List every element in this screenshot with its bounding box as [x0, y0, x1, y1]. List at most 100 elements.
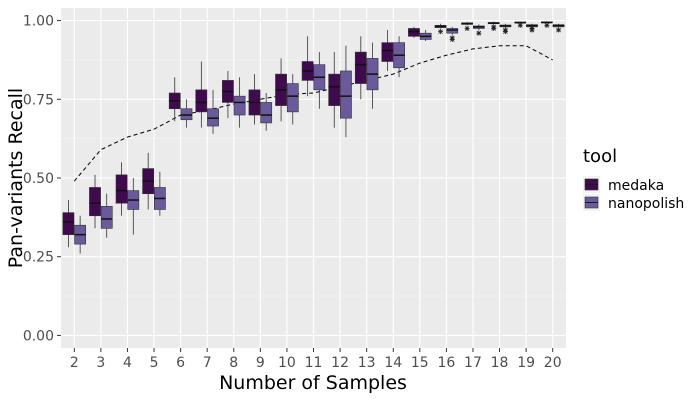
- boxplot-medaka: [301, 36, 314, 97]
- box: [195, 89, 208, 113]
- x-tick-label: 3: [96, 355, 105, 371]
- x-tick-label: 6: [176, 355, 185, 371]
- boxplot-nanopolish: [313, 52, 326, 109]
- outlier: [438, 29, 444, 35]
- boxplot-medaka: [487, 21, 500, 31]
- legend-label-nanopolish: nanopolish: [608, 196, 684, 212]
- boxplot-medaka: [461, 21, 474, 31]
- x-tick-label: 9: [256, 355, 265, 371]
- x-tick-label: 16: [437, 355, 455, 371]
- boxplot-nanopolish: [552, 23, 565, 33]
- y-axis: 0.00 0.25 0.50 0.75 1.00: [23, 14, 61, 344]
- outlier: [491, 24, 497, 30]
- boxplot-medaka: [328, 52, 341, 128]
- boxplot-medaka: [354, 36, 367, 100]
- legend-label-medaka: medaka: [608, 178, 664, 194]
- x-tick-label: 14: [384, 355, 402, 371]
- boxplot-medaka: [275, 58, 287, 122]
- reference-line-group: [73, 45, 553, 182]
- boxplot-nanopolish: [286, 74, 299, 125]
- x-tick-label: 5: [150, 355, 159, 371]
- legend: tool medaka nanopolish: [583, 146, 684, 212]
- x-tick-label: 19: [517, 355, 535, 371]
- y-tick-label: 0.50: [23, 171, 54, 187]
- boxplot-medaka: [168, 77, 181, 122]
- box: [340, 70, 352, 119]
- outlier: [502, 27, 508, 33]
- x-axis: 2 3 4 5 6 7 8 9 10 11 12 13 14 15 16 17 18 19 20: [70, 348, 562, 371]
- outlier: [517, 22, 523, 28]
- boxplot-nanopolish: [233, 77, 246, 128]
- x-tick-label: 12: [331, 355, 349, 371]
- outlier: [464, 25, 470, 31]
- box: [180, 108, 193, 121]
- boxplot-nanopolish: [393, 36, 405, 78]
- x-tick-label: 2: [70, 355, 79, 371]
- boxplot-nanopolish: [472, 24, 485, 36]
- boxplot-medaka: [248, 74, 261, 125]
- boxplot-nanopolish: [499, 23, 512, 35]
- boxplot-nanopolish: [74, 215, 87, 254]
- outlier: [556, 27, 562, 33]
- boxplot-nanopolish: [446, 26, 459, 42]
- x-tick-label: 7: [203, 355, 212, 371]
- x-tick-label: 13: [358, 355, 376, 371]
- boxplot-nanopolish: [180, 99, 193, 128]
- boxplot-medaka: [514, 21, 527, 28]
- legend-title: tool: [583, 146, 617, 167]
- outlier: [544, 22, 550, 28]
- boxplot-medaka: [115, 162, 128, 216]
- y-tick-label: 1.00: [23, 14, 54, 30]
- x-tick-label: 4: [123, 355, 132, 371]
- box: [115, 174, 128, 204]
- reference-line: [73, 45, 553, 182]
- boxplot-nanopolish: [207, 89, 219, 134]
- boxplot-nanopolish: [340, 45, 352, 138]
- box: [286, 83, 299, 113]
- box: [260, 102, 273, 124]
- boxplot-medaka: [540, 21, 553, 28]
- box: [89, 187, 101, 217]
- boxplot-medaka: [89, 174, 101, 229]
- outlier: [529, 25, 535, 31]
- box: [62, 212, 75, 235]
- boxplot-medaka: [142, 152, 155, 210]
- box: [408, 28, 420, 37]
- y-axis-title: Pan-variants Recall: [5, 88, 27, 268]
- box: [381, 42, 394, 62]
- x-tick-label: 11: [305, 355, 323, 371]
- outlier: [449, 35, 455, 41]
- boxplot-nanopolish: [526, 23, 538, 33]
- boxplot-nanopolish: [260, 93, 273, 131]
- boxplot-medaka: [434, 23, 447, 35]
- box: [233, 95, 246, 116]
- boxplot-nanopolish: [100, 193, 113, 238]
- boxplot-medaka: [62, 200, 75, 248]
- x-tick-label: 17: [464, 355, 482, 371]
- boxplot-medaka: [222, 70, 234, 119]
- outlier: [476, 30, 482, 36]
- boxplot-medaka: [195, 61, 208, 128]
- box: [100, 206, 113, 229]
- x-tick-label: 15: [411, 355, 429, 371]
- x-tick-label: 8: [229, 355, 238, 371]
- box: [354, 51, 367, 84]
- y-tick-label: 0.25: [23, 250, 54, 266]
- box: [328, 73, 341, 106]
- boxplot-medaka: [381, 30, 394, 71]
- boxplot-nanopolish: [153, 171, 166, 216]
- boxplot-medaka: [408, 26, 420, 38]
- x-tick-label: 20: [544, 355, 562, 371]
- boxplot-nanopolish: [127, 178, 140, 235]
- x-tick-label: 10: [278, 355, 296, 371]
- y-tick-label: 0.75: [23, 92, 54, 108]
- box: [446, 28, 459, 34]
- x-axis-title: Number of Samples: [219, 372, 407, 394]
- boxplots: [62, 21, 565, 254]
- boxplot-nanopolish: [419, 30, 432, 42]
- y-tick-label: 0.00: [23, 328, 54, 344]
- box: [207, 108, 219, 127]
- x-tick-label: 18: [491, 355, 509, 371]
- boxplot-nanopolish: [366, 42, 379, 109]
